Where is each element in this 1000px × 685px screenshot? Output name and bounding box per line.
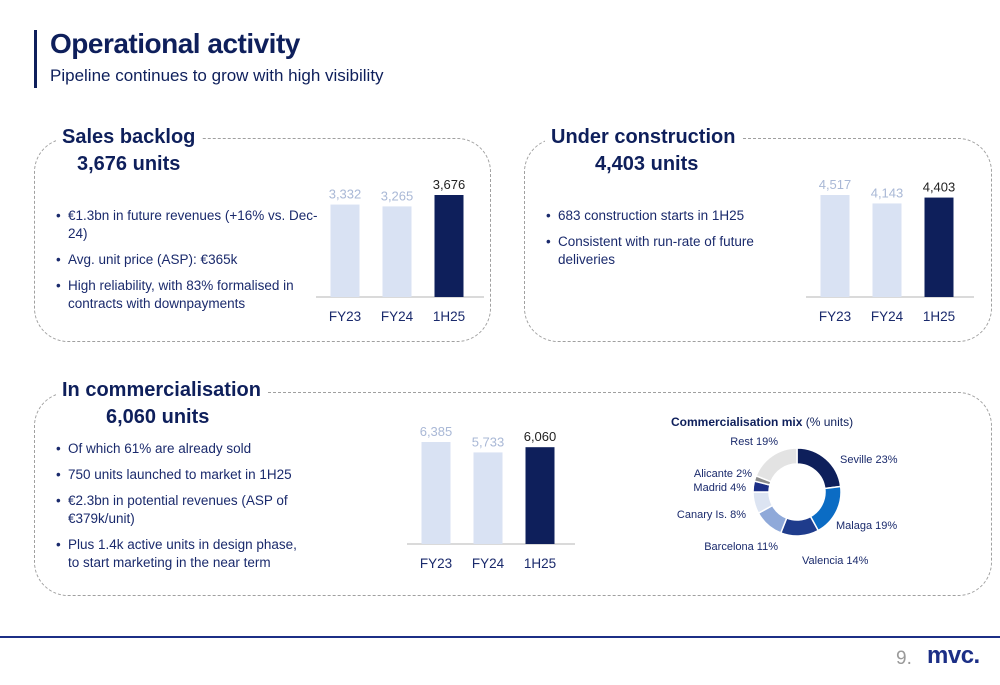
data-label: 3,332 <box>329 187 362 202</box>
slice-label: Malaga 19% <box>836 520 897 532</box>
x-tick-label: FY23 <box>819 309 851 324</box>
sales-backlog-title: Sales backlog <box>62 126 196 148</box>
footer-divider <box>0 636 1000 638</box>
bar-fy24 <box>382 206 412 297</box>
slice-label: Alicante 2% <box>694 468 752 480</box>
x-tick-label: FY23 <box>420 556 452 571</box>
under-construction-heading: Under construction 4,403 units <box>545 124 742 178</box>
data-label: 3,265 <box>381 188 414 203</box>
bullet-item: Avg. unit price (ASP): €365k <box>56 251 324 269</box>
x-tick-label: 1H25 <box>433 309 465 324</box>
company-logo: mvc. <box>927 642 980 669</box>
bar-1h25 <box>525 447 555 544</box>
sales-backlog-panel <box>34 138 491 342</box>
bar-fy24 <box>473 452 503 544</box>
in-commercialisation-bullets: Of which 61% are already sold 750 units … <box>56 440 306 580</box>
bullet-item: 683 construction starts in 1H25 <box>546 207 758 225</box>
data-label: 3,676 <box>433 177 466 192</box>
mix-title-rest: (% units) <box>802 415 854 429</box>
data-label: 6,060 <box>524 429 557 444</box>
in-commercialisation-chart: 6,385 FY23 5,733 FY24 6,060 1H25 <box>407 424 575 571</box>
x-tick-label: FY24 <box>381 309 414 324</box>
under-construction-title: Under construction <box>551 126 736 148</box>
slice-label: Canary Is. 8% <box>677 509 746 521</box>
mix-title-bold: Commercialisation mix <box>671 415 803 429</box>
bullet-item: €1.3bn in future revenues (+16% vs. Dec-… <box>56 207 324 243</box>
in-commercialisation-heading: In commercialisation 6,060 units <box>56 377 267 431</box>
in-commercialisation-units: 6,060 units <box>106 406 210 428</box>
slice-label: Rest 19% <box>730 436 778 448</box>
donut-slice <box>796 447 842 490</box>
sales-backlog-units: 3,676 units <box>77 153 181 175</box>
sales-backlog-chart: 3,332 FY23 3,265 FY24 3,676 1H25 <box>316 177 484 324</box>
data-label: 4,517 <box>819 177 852 192</box>
slice-label: Seville 23% <box>840 454 898 466</box>
data-label: 5,733 <box>472 434 505 449</box>
x-tick-label: FY23 <box>329 309 361 324</box>
bar-fy24 <box>872 203 902 297</box>
bullet-item: Plus 1.4k active units in design phase, … <box>56 536 306 572</box>
under-construction-bullets: 683 construction starts in 1H25 Consiste… <box>546 207 758 277</box>
page-title: Operational activity <box>50 28 300 59</box>
page-subtitle: Pipeline continues to grow with high vis… <box>50 66 384 85</box>
data-label: 6,385 <box>420 424 453 439</box>
under-construction-units: 4,403 units <box>595 153 699 175</box>
commercialisation-mix-chart: Seville 23% Malaga 19% Valencia 14% Barcelo… <box>677 436 898 567</box>
bar-1h25 <box>434 195 464 297</box>
page-number: 9. <box>896 648 912 669</box>
bullet-item: 750 units launched to market in 1H25 <box>56 466 306 484</box>
slice-label: Madrid 4% <box>693 482 746 494</box>
title-accent-bar <box>34 30 37 88</box>
donut-slice <box>755 447 798 483</box>
bar-1h25 <box>924 197 954 297</box>
x-tick-label: FY24 <box>871 309 904 324</box>
bar-fy23 <box>330 204 360 297</box>
data-label: 4,403 <box>923 180 956 195</box>
data-label: 4,143 <box>871 185 904 200</box>
slice-label: Barcelona 11% <box>704 541 778 553</box>
slice-label: Valencia 14% <box>802 555 869 567</box>
under-construction-panel <box>524 138 992 342</box>
bullet-item: Of which 61% are already sold <box>56 440 306 458</box>
bullet-item: High reliability, with 83% formalised in… <box>56 277 324 313</box>
bar-fy23 <box>421 442 451 544</box>
bullet-item: Consistent with run-rate of future deliv… <box>546 233 758 269</box>
sales-backlog-heading: Sales backlog 3,676 units <box>56 124 202 178</box>
bullet-item: €2.3bn in potential revenues (ASP of €37… <box>56 492 306 528</box>
x-tick-label: FY24 <box>472 556 505 571</box>
sales-backlog-bullets: €1.3bn in future revenues (+16% vs. Dec-… <box>56 207 324 321</box>
in-commercialisation-title: In commercialisation <box>62 379 261 401</box>
in-commercialisation-panel <box>34 392 992 596</box>
mix-chart-title: Commercialisation mix (% units) <box>671 415 853 429</box>
bar-fy23 <box>820 195 850 297</box>
x-tick-label: 1H25 <box>524 556 556 571</box>
x-tick-label: 1H25 <box>923 309 955 324</box>
under-construction-chart: 4,517 FY23 4,143 FY24 4,403 1H25 <box>806 177 974 324</box>
